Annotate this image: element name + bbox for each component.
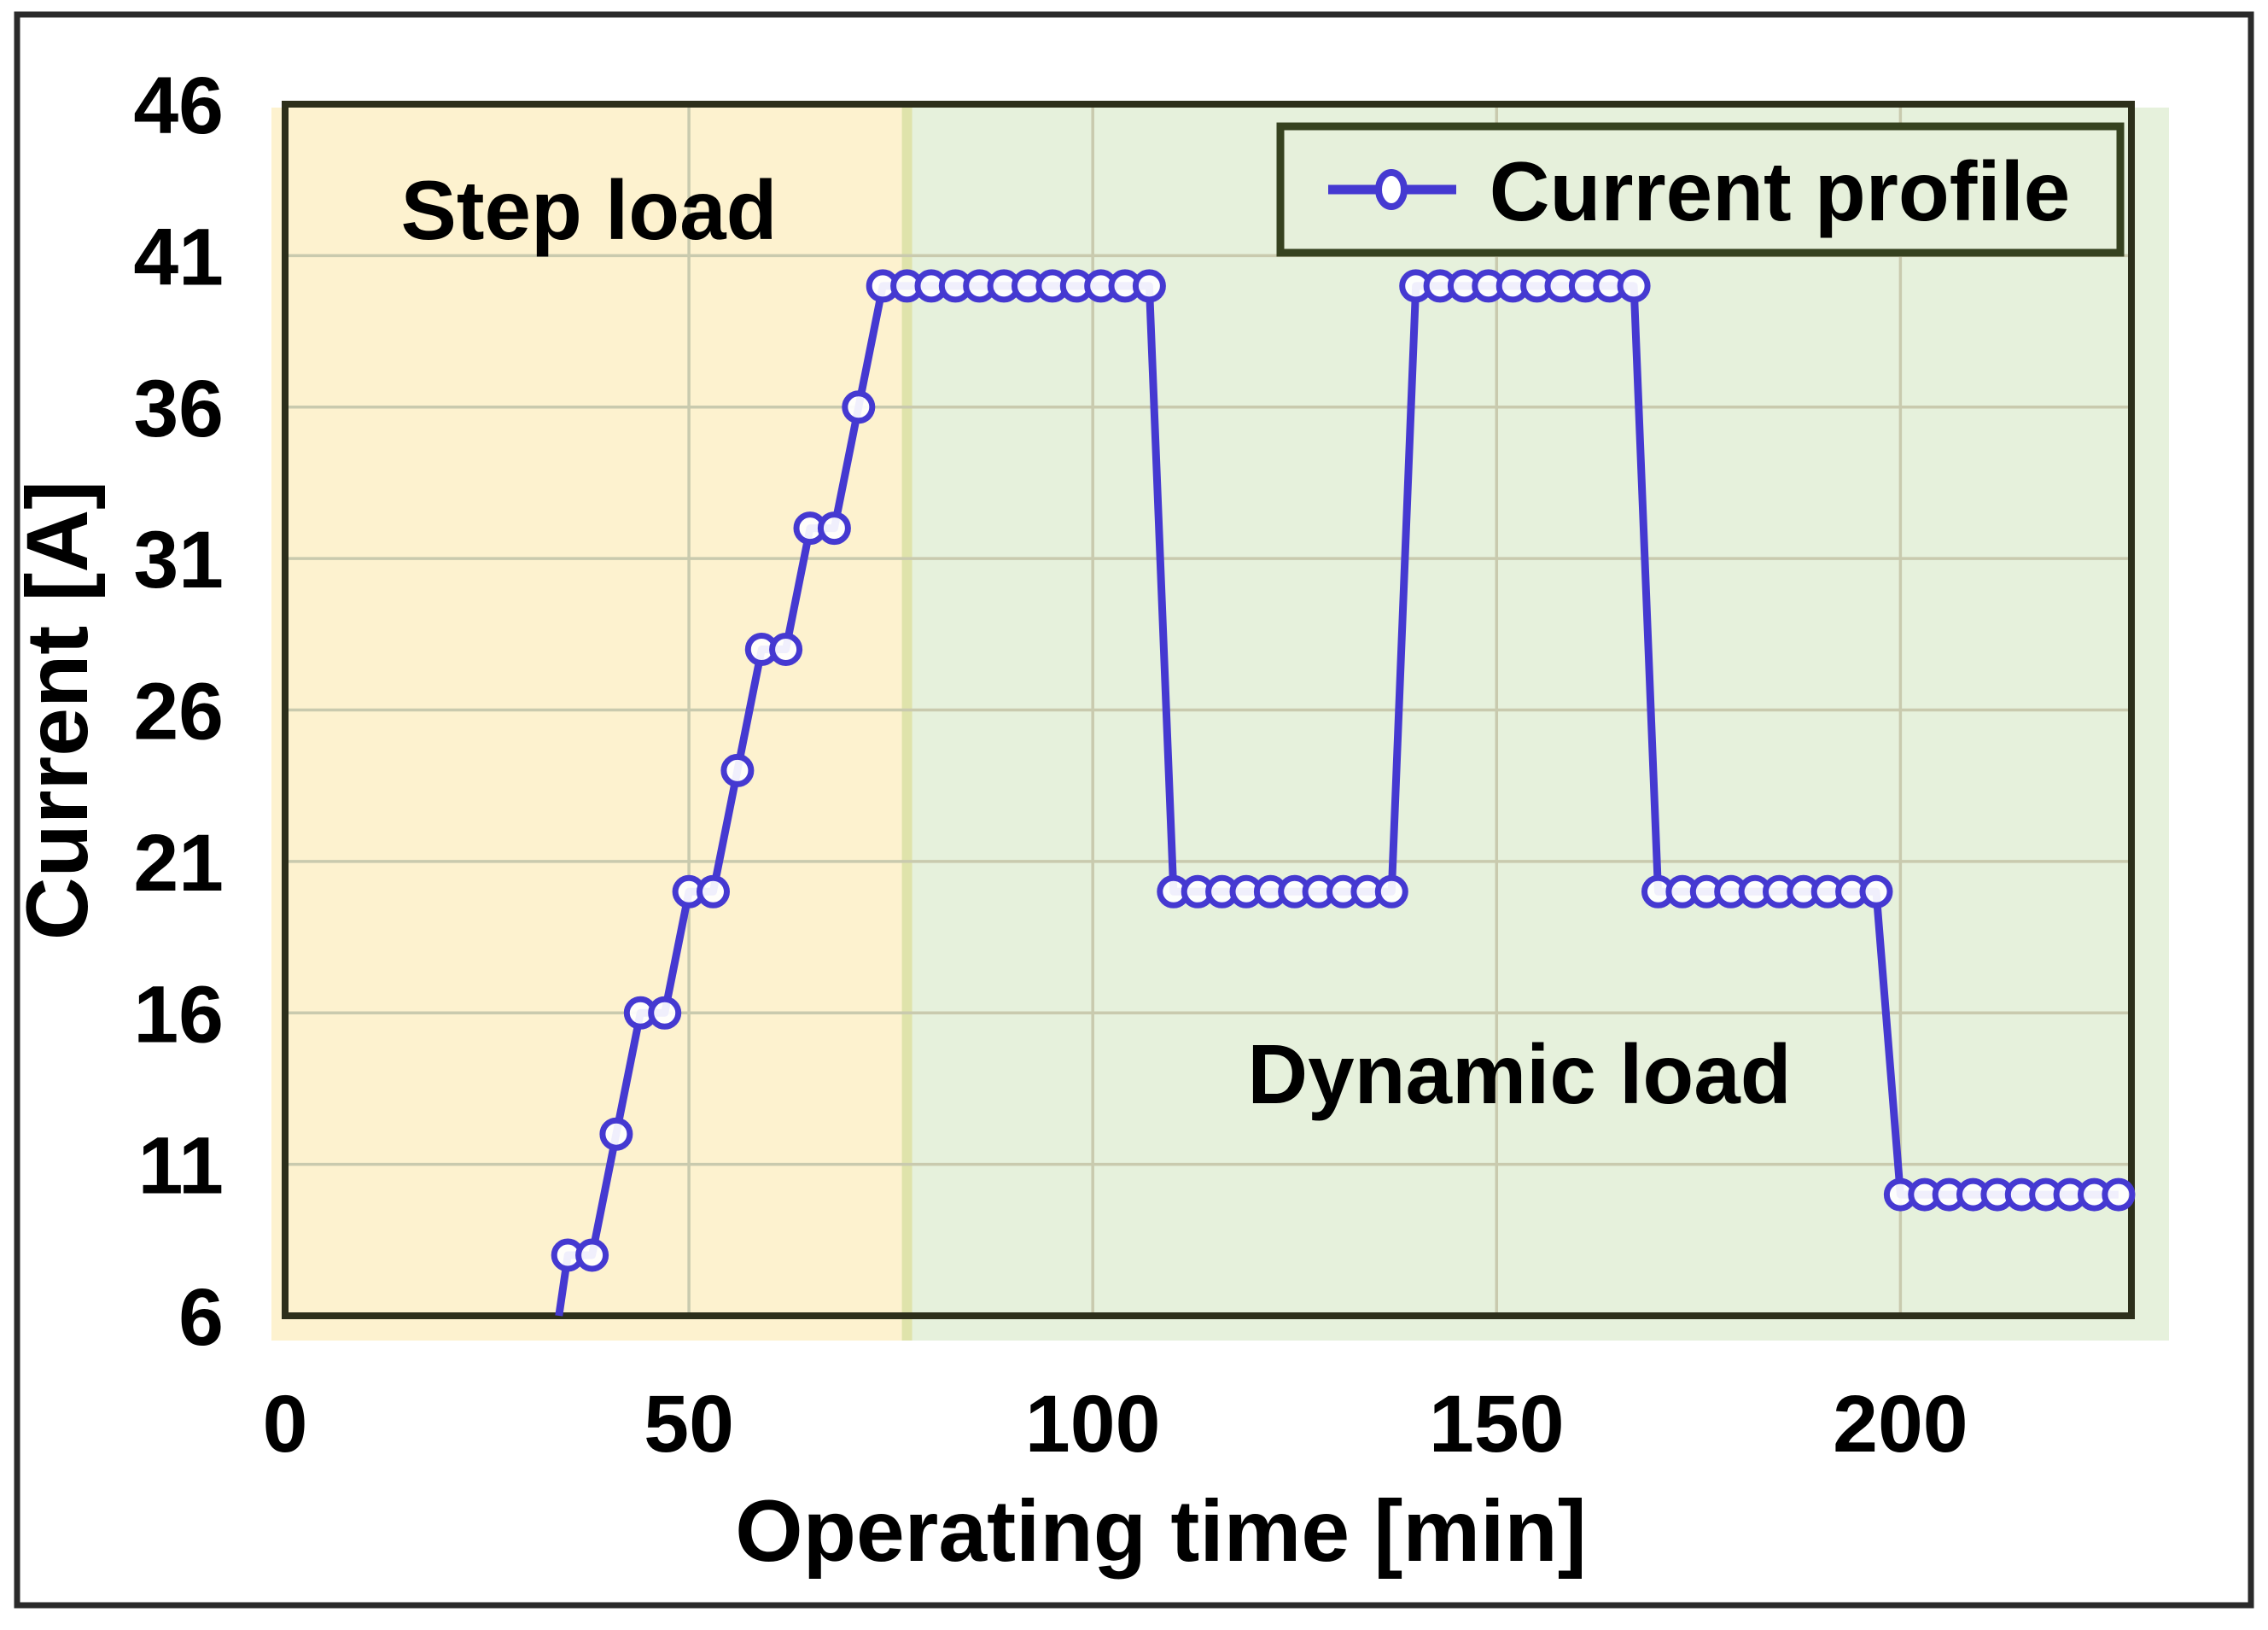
step-load-label: Step load	[400, 163, 777, 257]
region-layer	[271, 108, 2169, 1341]
data-point-marker	[1374, 874, 1408, 908]
data-point-marker	[769, 633, 803, 666]
dynamic-load-label: Dynamic load	[1247, 1027, 1791, 1121]
x-axis-title: Operating time [min]	[735, 1482, 1586, 1580]
x-tick-label: 200	[1833, 1379, 1968, 1469]
y-tick-label: 11	[138, 1121, 224, 1212]
y-tick-label: 46	[133, 61, 224, 151]
legend-label: Current profile	[1490, 144, 2071, 238]
data-point-marker	[697, 874, 730, 908]
plot-frame	[282, 101, 2135, 1319]
y-tick-label: 26	[133, 667, 224, 757]
data-point-marker	[842, 390, 876, 424]
x-tick-labels: 0 50 100 150 200	[263, 1379, 1968, 1469]
x-tick-label: 100	[1025, 1379, 1161, 1469]
y-tick-label: 6	[178, 1272, 224, 1363]
data-point-marker	[575, 1238, 609, 1272]
data-point-marker	[2102, 1177, 2136, 1212]
y-tick-label: 36	[133, 364, 224, 454]
data-point-marker	[599, 1117, 633, 1151]
data-point-marker	[1617, 269, 1651, 303]
y-tick-label: 41	[133, 212, 224, 302]
y-tick-label: 21	[133, 818, 224, 908]
step-load-region	[271, 108, 907, 1341]
y-axis-title: Current [A]	[9, 481, 106, 940]
data-point-marker	[1132, 269, 1166, 303]
x-tick-label: 150	[1429, 1379, 1565, 1469]
region-divider	[901, 108, 912, 1341]
data-point-marker	[720, 753, 755, 787]
series-layer	[551, 269, 2136, 1317]
dynamic-load-region	[907, 108, 2169, 1341]
outer-border	[14, 11, 2254, 1609]
x-tick-label: 0	[263, 1379, 308, 1469]
y-tick-label: 16	[133, 969, 224, 1060]
data-point-marker	[817, 511, 851, 546]
data-point-marker	[1859, 874, 1893, 908]
grid-layer	[285, 104, 2131, 1316]
x-tick-label: 50	[644, 1379, 734, 1469]
legend: Current profile	[1276, 122, 2125, 257]
y-tick-label: 31	[133, 515, 224, 605]
data-point-marker	[648, 996, 682, 1030]
legend-marker-circle	[1375, 169, 1408, 210]
y-tick-labels: 46 41 36 31 26 21 16 11 6	[133, 61, 224, 1363]
